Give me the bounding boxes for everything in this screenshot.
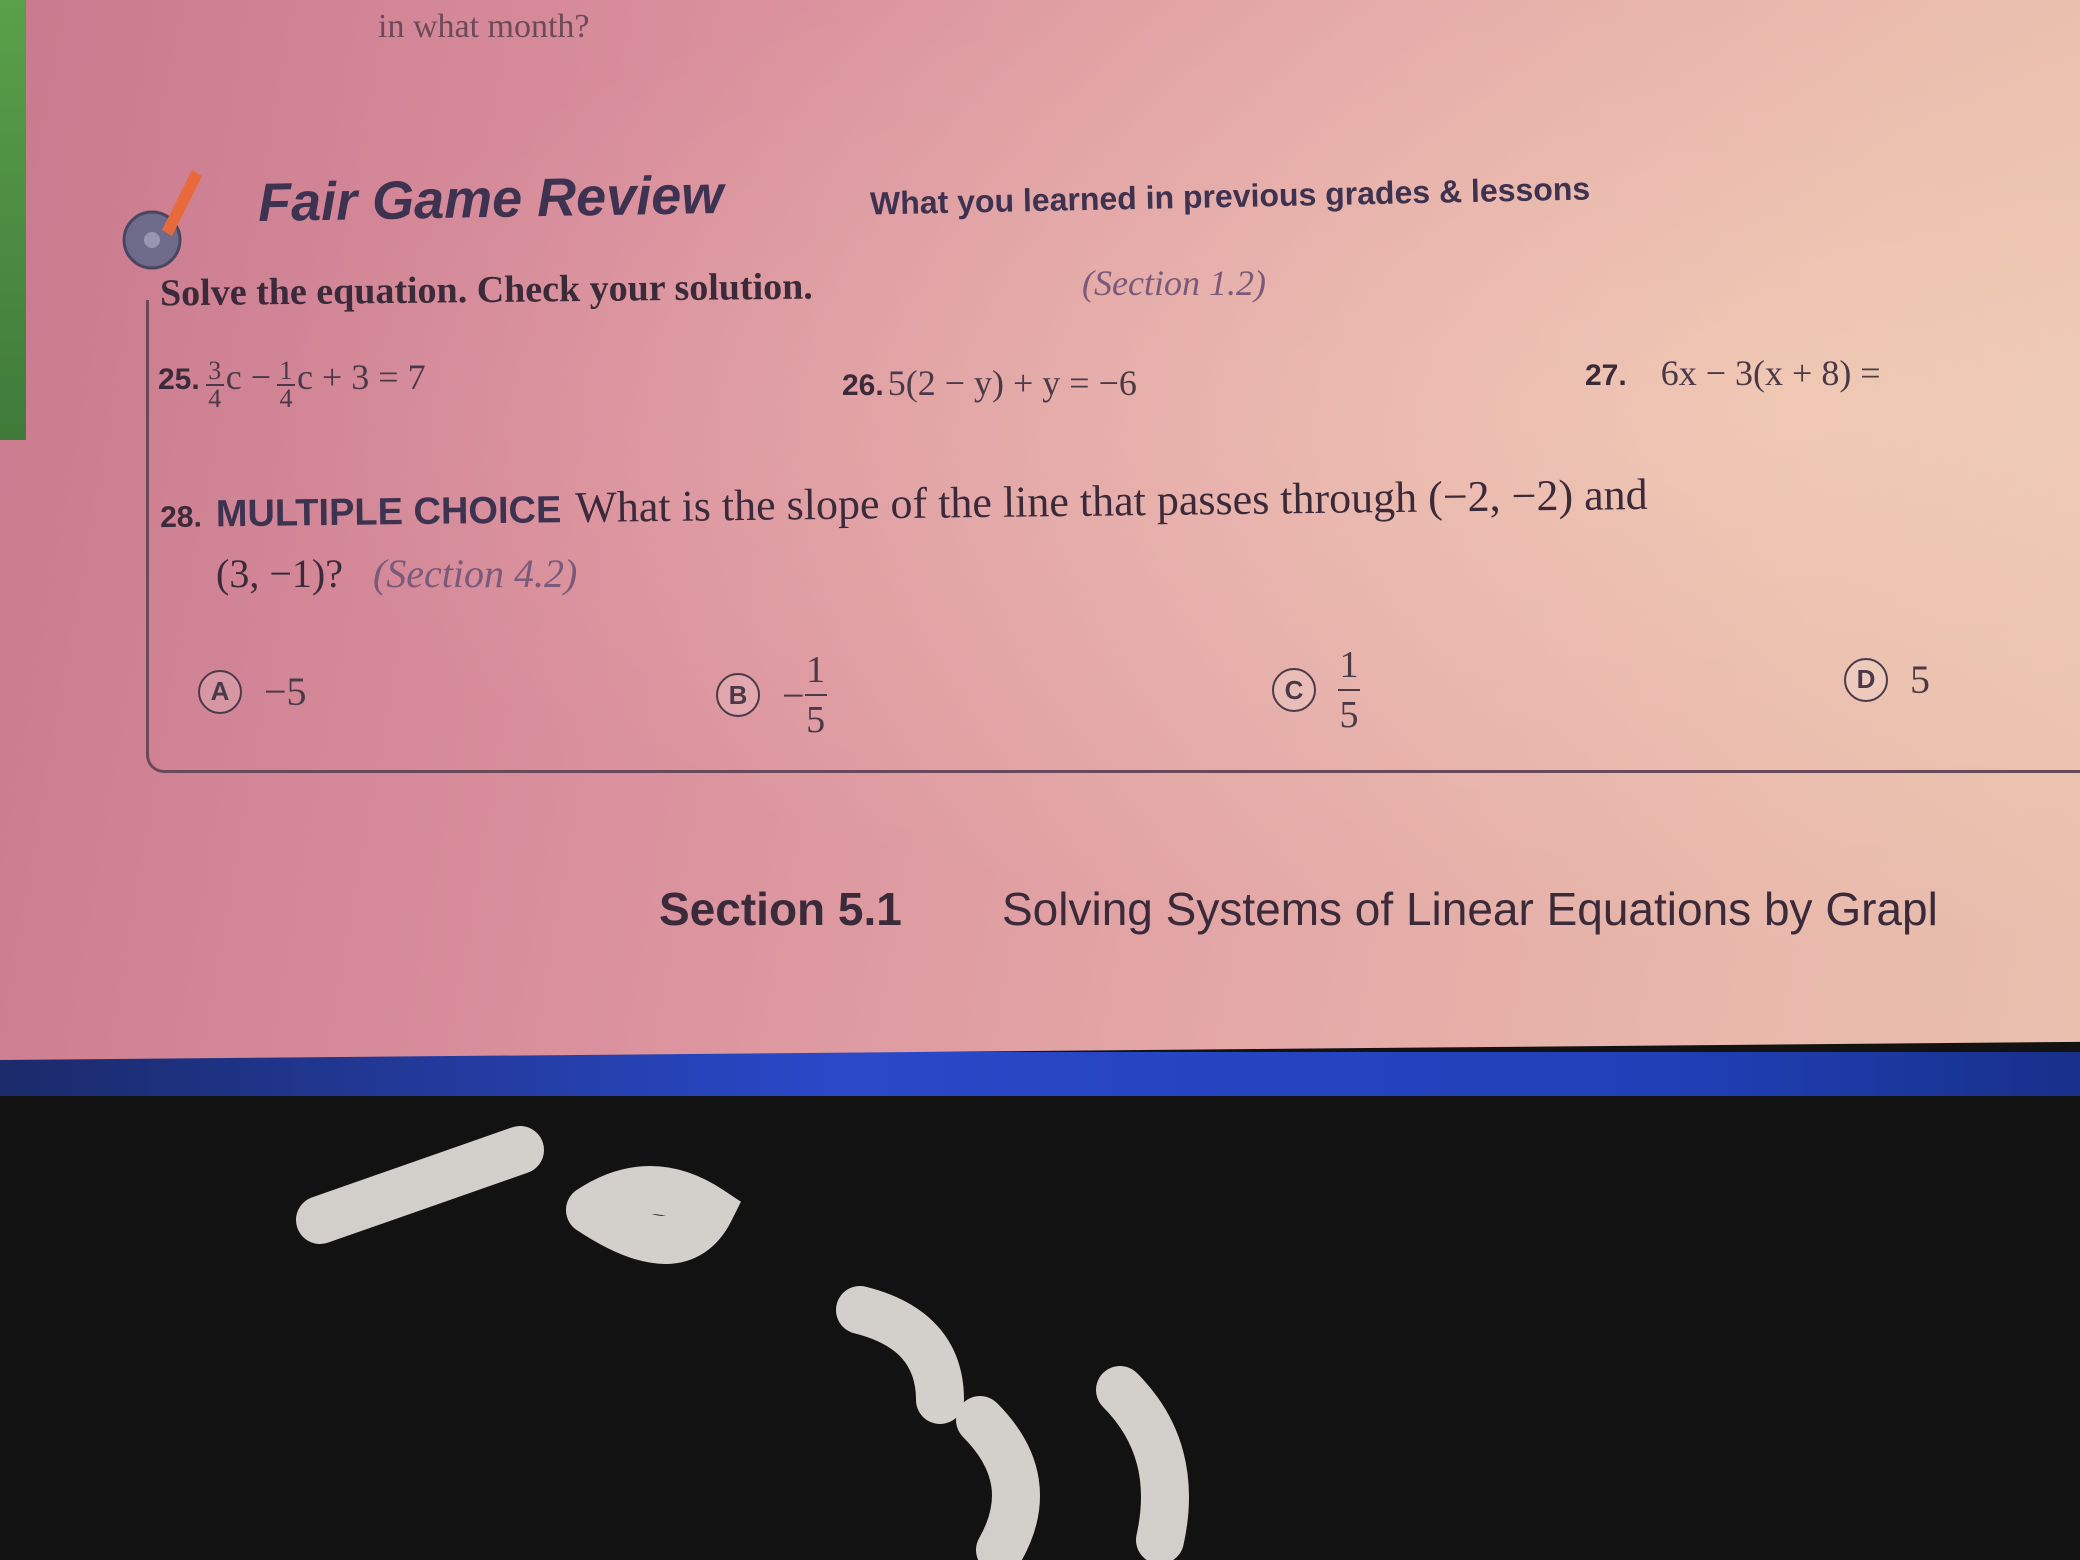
problem-number: 27. [1585, 359, 1627, 392]
instruction-section-ref: (Section 1.2) [1082, 263, 1266, 303]
expression: 5(2 − y) + y = −6 [887, 363, 1137, 403]
problem-number: 25. [158, 363, 200, 396]
question-section-ref: (Section 4.2) [372, 551, 578, 596]
choice-a[interactable]: A −5 [198, 668, 307, 715]
instruction-text: Solve the equation. Check your solution. [159, 265, 813, 315]
numerator: 1 [806, 649, 826, 691]
expression-part: c + 3 = 7 [297, 357, 426, 397]
previous-question-text: in what month? [378, 8, 590, 45]
question-28-line2: (3, −1)? (Section 4.2) [216, 550, 577, 597]
question-text: (3, −1)? [216, 551, 343, 596]
denominator: 4 [208, 384, 222, 414]
denominator: 5 [1339, 694, 1359, 736]
choice-bubble[interactable]: A [198, 669, 242, 714]
expression: 6x − 3(x + 8) = [1660, 353, 1881, 393]
green-book-edge [0, 0, 26, 440]
section-title: Fair Game Review [257, 164, 724, 234]
numerator: 1 [279, 356, 293, 386]
problem-number: 28. [159, 500, 203, 535]
denominator: 4 [279, 384, 293, 414]
choice-d[interactable]: D 5 [1844, 656, 1930, 703]
choice-bubble[interactable]: B [716, 673, 760, 717]
choice-value: 5 [1910, 657, 1930, 702]
problem-26: 26. 5(2 − y) + y = −6 [842, 362, 1137, 404]
choice-sign: − [782, 672, 805, 718]
black-fabric-background [0, 1040, 2080, 1560]
review-box-border [146, 300, 2080, 773]
numerator: 3 [208, 356, 222, 386]
problem-number: 26. [842, 369, 884, 402]
problem-27: 27. 6x − 3(x + 8) = [1585, 352, 1881, 394]
footer-section-number: Section 5.1 [659, 883, 902, 935]
numerator: 1 [1339, 644, 1359, 686]
expression-part: c − [225, 357, 271, 397]
blue-fabric-band [0, 1052, 2080, 1096]
choice-value: −5 [264, 669, 307, 714]
footer-section-title: Solving Systems of Linear Equations by G… [1002, 883, 1938, 935]
choice-bubble[interactable]: D [1844, 657, 1888, 702]
fabric-print-graphic [296, 1126, 1189, 1560]
question-type: MULTIPLE CHOICE [215, 489, 562, 536]
denominator: 5 [806, 699, 826, 741]
choice-bubble[interactable]: C [1272, 668, 1316, 712]
pencil-cd-icon [122, 170, 202, 270]
